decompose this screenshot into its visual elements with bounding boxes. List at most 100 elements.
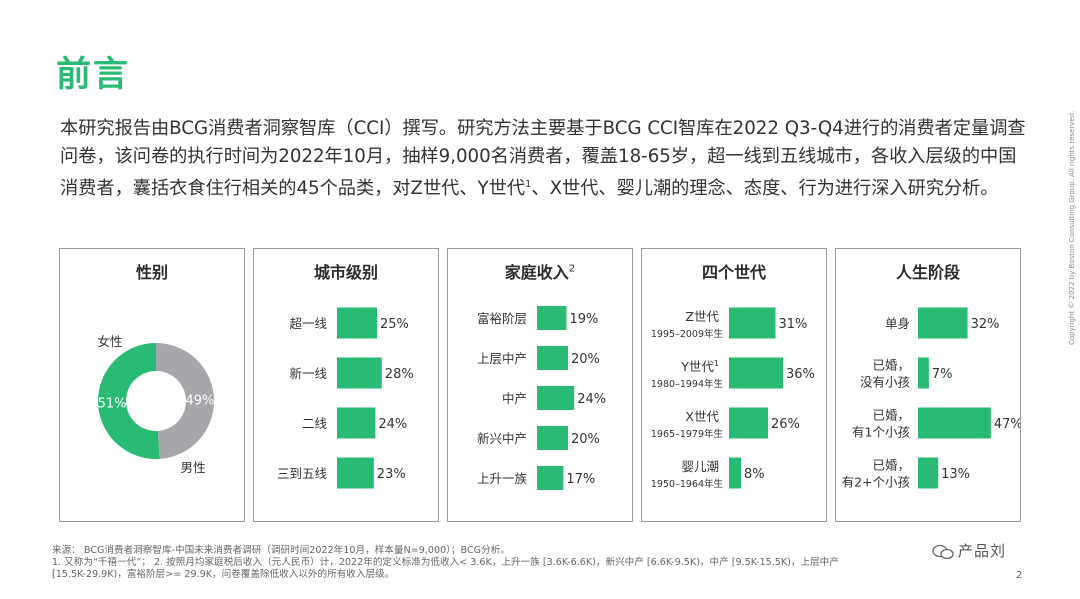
panel-generations: 四个世代 31% Z世代 1995–2009年生 36% Y世代1 1980–1994年生… (641, 248, 827, 522)
bar-value-label: 20% (571, 352, 600, 367)
category-label: 二线 (302, 416, 328, 431)
bar-value-label: 32% (971, 317, 1000, 332)
bar-value-label: 25% (380, 317, 409, 332)
bar-四个世代-1 (729, 357, 783, 389)
bar-人生阶段-2 (918, 407, 991, 439)
category-label: Y世代1 (680, 359, 719, 374)
bar-value-label: 7% (932, 367, 953, 382)
intro-tail: 、X世代、婴儿潮的理念、态度、行为进行深入研究分析。 (531, 178, 999, 200)
bar-家庭收入-0 (537, 306, 567, 330)
category-label: 中产 (502, 391, 527, 406)
city-tier-bar-chart: 25% 超一线 28% 新一线 24% 二线 23% 三到五线 (277, 307, 414, 489)
panel-title-household-income: 家庭收入2 (448, 259, 632, 283)
watermark: 产品刘 (932, 540, 1006, 561)
donut-slice-male (156, 343, 214, 459)
panel-title-gender: 性别 (135, 263, 168, 282)
bar-value-label: 13% (941, 467, 970, 482)
category-label: 超一线 (289, 316, 327, 331)
category-label: 已婚， (872, 458, 910, 473)
page-title: 前言 (56, 55, 131, 95)
legend-label-male: 男性 (180, 460, 205, 475)
category-label-text: 婴儿潮 (681, 459, 719, 474)
panel-gender: 性别 51% 49% 女性男性 (59, 248, 245, 522)
bar-城市级别-1 (337, 357, 382, 389)
panel-household-income: 家庭收入2 19% 富裕阶层 20% 上层中产 24% 中产 20% 新兴中产 17% 上升一族 (447, 248, 633, 522)
bar-value-label: 23% (377, 467, 406, 482)
footnote-source: 来源： BCG消费者洞察智库-中国未来消费者调研（调研时间2022年10月，样本… (52, 545, 510, 556)
household-income-bar-chart: 19% 富裕阶层 20% 上层中产 24% 中产 20% 新兴中产 17% 上升一族 (477, 306, 606, 490)
panel-title-generations: 四个世代 (701, 263, 766, 282)
category-label: 新兴中产 (477, 431, 527, 446)
category-label: 有1个小孩 (852, 425, 910, 440)
bar-value-label: 20% (571, 432, 600, 447)
bar-四个世代-3 (729, 457, 741, 489)
panel-title-city-tier: 城市级别 (313, 263, 378, 282)
panel-city-tier: 城市级别 25% 超一线 28% 新一线 24% 二线 23% 三到五线 (253, 248, 439, 522)
category-label: 新一线 (289, 366, 327, 381)
category-label: 婴儿潮 (681, 459, 719, 474)
donut-value-label-male: 49% (186, 394, 215, 409)
category-label: 已婚， (872, 408, 910, 423)
footnote-notes: 1. 又称为“千禧一代”； 2. 按照月均家庭税后收入（元人民币）计，2022年… (52, 557, 839, 568)
donut-slice-female (97, 343, 160, 459)
category-label: X世代 (685, 409, 719, 424)
bar-家庭收入-2 (537, 386, 575, 410)
page-number: 2 (1016, 570, 1023, 581)
bar-人生阶段-0 (918, 307, 968, 339)
bar-人生阶段-1 (918, 357, 929, 389)
panel-title-life-stage: 人生阶段 (895, 263, 960, 282)
bar-value-label: 24% (378, 417, 407, 432)
copyright-text: Copyright © 2022 by Boston Consulting Gr… (1068, 110, 1076, 345)
bar-四个世代-2 (729, 407, 768, 439)
bar-value-label: 36% (786, 367, 815, 382)
bar-value-label: 19% (569, 312, 598, 327)
category-label: 上升一族 (477, 471, 528, 486)
donut-value-label-female: 51% (98, 396, 127, 411)
bar-人生阶段-3 (918, 457, 939, 489)
category-label-text: Z世代 (685, 309, 719, 324)
panel-life-stage: 人生阶段 32% 单身 7% 已婚， 没有小孩 47% 已婚， 有1个小孩 13% 已婚， 有2+个… (835, 248, 1021, 522)
life-stage-bar-chart: 32% 单身 7% 已婚， 没有小孩 47% 已婚， 有1个小孩 13% 已婚， 有2+个小孩 (842, 307, 1020, 490)
category-label: 有2+个小孩 (842, 475, 910, 490)
category-label: Z世代 (685, 309, 719, 324)
bar-value-label: 8% (744, 467, 765, 482)
category-sublabel: 1950–1964年生 (651, 478, 724, 490)
category-sublabel: 1965–1979年生 (651, 428, 724, 440)
bar-城市级别-0 (337, 307, 377, 339)
intro-footnote-mark: 1 (525, 179, 532, 190)
intro-paragraph: 本研究报告由BCG消费者洞察智库（CCI）撰写。研究方法主要基于BCG CCI智… (60, 115, 1032, 203)
category-label-text: Y世代 (680, 359, 714, 374)
category-label: 三到五线 (277, 466, 328, 481)
bar-四个世代-0 (729, 307, 776, 339)
bar-value-label: 17% (566, 472, 595, 487)
category-sublabel: 1995–2009年生 (651, 328, 724, 340)
footnote: 来源： BCG消费者洞察智库-中国未来消费者调研（调研时间2022年10月，样本… (52, 545, 1012, 581)
category-label: 单身 (885, 316, 910, 331)
panel-title-text: 家庭收入 (504, 263, 569, 282)
category-label: 上层中产 (477, 351, 527, 366)
watermark-text: 产品刘 (958, 542, 1007, 560)
category-label: 已婚， (872, 358, 910, 373)
category-label: 没有小孩 (860, 375, 910, 390)
category-label-sup: 1 (714, 359, 719, 368)
category-sublabel: 1980–1994年生 (651, 378, 724, 390)
bar-value-label: 28% (385, 367, 414, 382)
bar-value-label: 26% (771, 417, 800, 432)
intro-text: 本研究报告由BCG消费者洞察智库（CCI）撰写。研究方法主要基于BCG CCI智… (60, 118, 1026, 200)
legend-label-female: 女性 (97, 334, 122, 349)
panel-title-sup: 2 (568, 263, 576, 275)
footnote-notes-cont: [15.5K-29.9K)，富裕阶层>= 29.9K，问卷覆盖除低收入以外的所有… (52, 569, 395, 580)
bar-value-label: 31% (779, 317, 808, 332)
bar-value-label: 47% (994, 417, 1020, 432)
bar-value-label: 24% (577, 392, 606, 407)
generations-bar-chart: 31% Z世代 1995–2009年生 36% Y世代1 1980–1994年生 26% X世… (651, 307, 815, 490)
category-label: 富裕阶层 (477, 311, 527, 326)
category-label-text: X世代 (685, 409, 719, 424)
bar-家庭收入-3 (537, 426, 568, 450)
wechat-icon (932, 544, 954, 559)
bar-家庭收入-1 (537, 346, 568, 370)
bar-城市级别-3 (337, 457, 374, 489)
bar-家庭收入-4 (537, 466, 564, 490)
bar-城市级别-2 (337, 407, 376, 439)
